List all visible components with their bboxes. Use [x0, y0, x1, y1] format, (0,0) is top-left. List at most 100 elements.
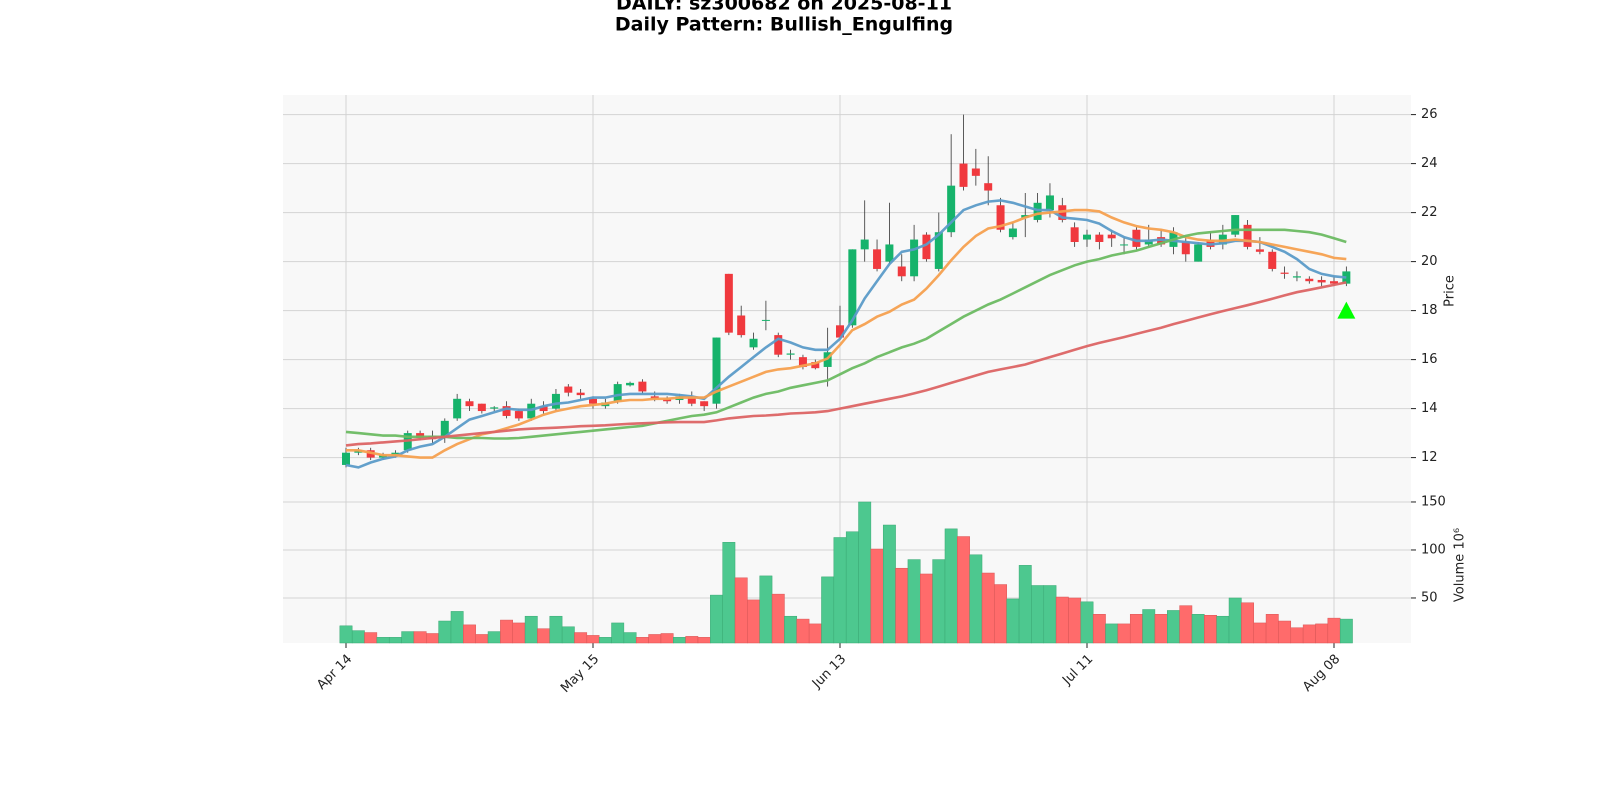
y-tick-label: 22: [1421, 205, 1438, 220]
volume-bar: [1228, 597, 1242, 644]
volume-bar: [524, 615, 538, 644]
volume-axis-label: Volume 10⁶: [1453, 528, 1468, 602]
candle-body: [1045, 195, 1054, 211]
volume-bar: [1204, 615, 1217, 644]
volume-bar: [549, 615, 563, 644]
volume-bar: [351, 630, 365, 644]
candle-body: [1330, 281, 1338, 284]
volume-bar: [1043, 585, 1057, 644]
volume-bar: [1278, 620, 1292, 644]
candle-body: [947, 185, 956, 233]
volume-bar: [586, 635, 600, 644]
candle-body: [910, 239, 919, 277]
volume-bar: [870, 548, 884, 644]
y-tick-label: 14: [1421, 401, 1438, 416]
volume-bar: [1092, 614, 1106, 644]
volume-bar: [882, 524, 896, 644]
candle-body: [465, 401, 474, 407]
candle-body: [712, 337, 721, 404]
volume-bar: [734, 577, 748, 644]
volume-bar: [1315, 623, 1329, 644]
volume-bar: [1068, 597, 1082, 644]
volume-bar: [376, 637, 390, 644]
candle-body: [1243, 224, 1252, 247]
candle-body: [860, 239, 869, 250]
candle-body: [1132, 229, 1141, 247]
x-tick-label: Aug 08: [1300, 652, 1343, 695]
candle-body: [934, 232, 943, 269]
volume-bar: [537, 628, 551, 644]
candle-body: [687, 396, 696, 404]
volume-tick-label: 100: [1421, 542, 1446, 557]
volume-bar: [438, 620, 452, 644]
volume-bar: [722, 542, 736, 644]
volume-bar: [1290, 627, 1304, 644]
candle-body: [774, 335, 783, 355]
y-tick-label: 26: [1421, 107, 1438, 122]
candle-body: [551, 393, 560, 409]
volume-bar: [1265, 614, 1279, 644]
volume-bar: [821, 576, 835, 644]
candle-body: [922, 234, 931, 260]
candle-body: [1317, 279, 1326, 283]
volume-bar: [1154, 614, 1168, 644]
volume-bar: [401, 631, 415, 644]
volume-bar: [969, 554, 983, 644]
x-tick-label: Jun 13: [809, 652, 849, 692]
y-tick-label: 20: [1421, 254, 1438, 269]
volume-bar: [994, 584, 1007, 644]
y-axis-label: Price: [1443, 275, 1458, 307]
volume-bar: [561, 626, 575, 644]
candle-body: [1255, 249, 1264, 252]
volume-bar: [710, 594, 723, 644]
chart-title: DAILY: sz300682 on 2025-08-11: [616, 0, 952, 15]
candle-body: [1268, 251, 1277, 269]
volume-bar: [796, 618, 810, 644]
y-tick-label: 16: [1421, 352, 1438, 367]
moving-average-line: [345, 228, 1347, 440]
candle-body: [1070, 227, 1079, 242]
volume-bar: [833, 537, 847, 644]
volume-bar: [1339, 618, 1353, 644]
signal-marker: [1337, 301, 1356, 319]
y-tick-label: 24: [1421, 156, 1438, 171]
volume-bar: [1117, 623, 1131, 644]
candle-body: [539, 406, 548, 412]
volume-bar: [1302, 624, 1316, 644]
price-panel: [283, 95, 1411, 487]
volume-tick-label: 150: [1421, 494, 1446, 509]
volume-bar: [1105, 623, 1119, 644]
x-tick-label: Apr 14: [314, 652, 355, 693]
candle-body: [440, 420, 449, 438]
volume-bar: [598, 637, 612, 644]
candle-body: [1280, 272, 1289, 274]
volume-bar: [858, 501, 872, 644]
volume-bar: [1241, 602, 1254, 644]
moving-average-line: [345, 199, 1347, 469]
volume-bar: [771, 593, 785, 644]
candle-body: [897, 266, 906, 277]
volume-bar: [475, 634, 489, 644]
candle-body: [564, 386, 573, 393]
candle-body: [576, 392, 585, 396]
candle-body: [514, 411, 523, 419]
volume-bar: [685, 636, 699, 644]
y-tick-label: 12: [1421, 450, 1438, 465]
candle-body: [1083, 234, 1091, 240]
volume-bar: [1142, 609, 1156, 644]
candle-body: [1120, 244, 1129, 246]
volume-bar: [1031, 585, 1045, 644]
volume-bar: [463, 624, 476, 644]
candle-body: [1305, 278, 1314, 282]
volume-bar: [339, 625, 353, 644]
volume-bar: [1006, 598, 1020, 644]
candle-body: [477, 403, 486, 412]
candle-body: [453, 398, 462, 419]
candle-body: [1181, 242, 1190, 255]
volume-bar: [697, 637, 711, 644]
volume-bar: [759, 575, 773, 644]
volume-bar: [660, 633, 674, 644]
volume-bar: [1253, 622, 1267, 644]
